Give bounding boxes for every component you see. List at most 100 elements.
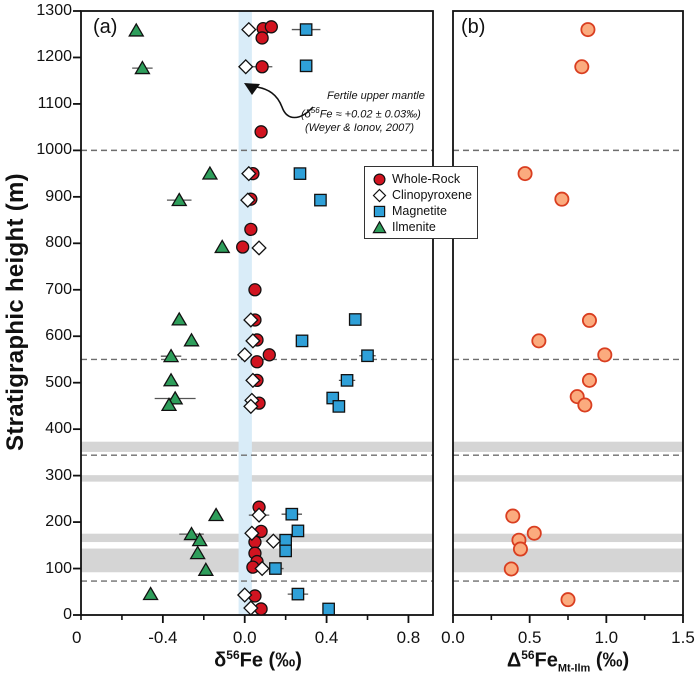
data-point-triangle [160, 397, 178, 412]
x-title-b-text: Fe [534, 649, 558, 672]
origin-zero-label: 0 [72, 628, 82, 647]
x-title-b-unit: (‰) [590, 649, 630, 672]
data-point-circle [503, 561, 519, 577]
x-tick-label: 0.8 [396, 628, 421, 647]
y-tick-label: 600 [45, 327, 72, 345]
data-point-triangle [183, 526, 200, 541]
y-tick-label: 200 [45, 513, 72, 531]
data-point-circle [255, 31, 269, 45]
legend-item: Ilmenite [372, 219, 477, 235]
diamond-legend-marker-icon [372, 188, 387, 202]
data-point-diamond [241, 21, 257, 38]
annotation-line-1: Fertile upper mantle [327, 90, 425, 102]
data-point-triangle [201, 165, 219, 180]
square-legend-marker-icon [373, 205, 386, 217]
data-point-circle [517, 166, 533, 182]
y-tick-label: 1000 [36, 141, 72, 159]
data-point-diamond [245, 333, 261, 349]
data-point-triangle [167, 390, 184, 405]
data-point-square [291, 524, 305, 538]
data-point-triangle [183, 332, 200, 347]
gray-band [81, 475, 433, 482]
x-tick-label: 0.0 [441, 628, 465, 647]
data-point-circle [505, 508, 521, 524]
data-point-triangle [171, 311, 188, 326]
data-point-square [285, 507, 299, 521]
gray-band [453, 548, 683, 573]
legend-item-label: Clinopyroxene [392, 188, 472, 202]
x-tick-label: 0.5 [517, 628, 542, 647]
panel-a-x-axis-title: δ56Fe (‰) [214, 648, 302, 673]
x-title-a-symbol: δ [214, 649, 227, 672]
y-tick-label: 700 [45, 280, 72, 298]
panel-b-x-axis-title: Δ56FeMt-Ilm (‰) [507, 648, 629, 675]
data-point-square [279, 533, 293, 547]
data-point-circle [250, 355, 264, 369]
data-point-circle [574, 59, 590, 75]
data-point-diamond [251, 507, 267, 523]
data-point-diamond [238, 59, 254, 75]
data-point-circle [262, 348, 276, 362]
x-tick-label: 1.5 [671, 628, 695, 647]
data-point-triangle [207, 507, 225, 522]
data-point-triangle [214, 239, 231, 254]
data-point-square [348, 313, 362, 326]
legend-item-label: Whole-Rock [392, 172, 461, 186]
data-point-triangle [171, 192, 188, 207]
y-tick-label: 900 [45, 187, 72, 205]
data-point-triangle [197, 562, 214, 576]
x-title-b-sub: Mt-Ilm [557, 662, 591, 675]
data-point-triangle [134, 60, 151, 75]
y-tick-label: 0 [63, 606, 72, 623]
data-point-circle [577, 397, 593, 413]
y-tick-label: 500 [45, 373, 72, 391]
data-point-triangle [162, 372, 180, 387]
circle-legend-marker-icon [373, 172, 386, 186]
gray-band [453, 441, 683, 452]
data-point-diamond [243, 312, 259, 328]
data-point-square [299, 23, 313, 36]
data-point-circle [244, 222, 258, 237]
x-tick-label: 1.0 [594, 628, 619, 647]
legend: Whole-Rock Clinopyroxene Magnetite Ilmenite [364, 166, 478, 239]
annotation-arrow-head [244, 83, 260, 95]
data-point-square [279, 544, 293, 558]
data-point-circle [236, 240, 250, 254]
data-point-square [299, 59, 313, 73]
annotation-line-3: (Weyer & Ionov, 2007) [305, 121, 415, 134]
data-point-circle [531, 333, 547, 349]
data-point-circle [526, 525, 542, 541]
data-point-diamond [237, 587, 253, 603]
annotation-arrow [256, 86, 314, 119]
data-point-square [314, 193, 327, 207]
data-point-circle [581, 312, 597, 328]
data-point-circle [248, 283, 262, 297]
data-point-diamond [243, 398, 259, 415]
x-tick-label: 0.0 [232, 628, 257, 647]
data-point-square [340, 374, 354, 387]
data-point-circle [581, 372, 597, 388]
y-tick-label: 100 [45, 559, 72, 577]
data-point-square [293, 167, 307, 180]
x-tick-label: -0.4 [148, 628, 178, 647]
y-tick-label: 800 [45, 234, 72, 252]
data-point-diamond [240, 192, 256, 208]
legend-item-label: Ilmenite [392, 220, 436, 234]
data-point-square [332, 400, 346, 413]
data-point-circle [554, 191, 570, 207]
y-tick-label: 1300 [36, 2, 72, 19]
data-point-circle [597, 347, 613, 363]
gray-band [453, 533, 683, 543]
data-point-circle [512, 541, 528, 557]
y-tick-label: 1200 [36, 48, 72, 66]
data-point-diamond [265, 533, 282, 549]
data-point-diamond [254, 560, 270, 577]
data-point-diamond [244, 525, 260, 541]
panel-b-frame [452, 10, 684, 616]
panel-b-label: (b) [461, 16, 486, 38]
data-point-circle [560, 592, 576, 608]
y-tick-label: 300 [45, 466, 72, 484]
data-point-diamond [243, 600, 259, 616]
